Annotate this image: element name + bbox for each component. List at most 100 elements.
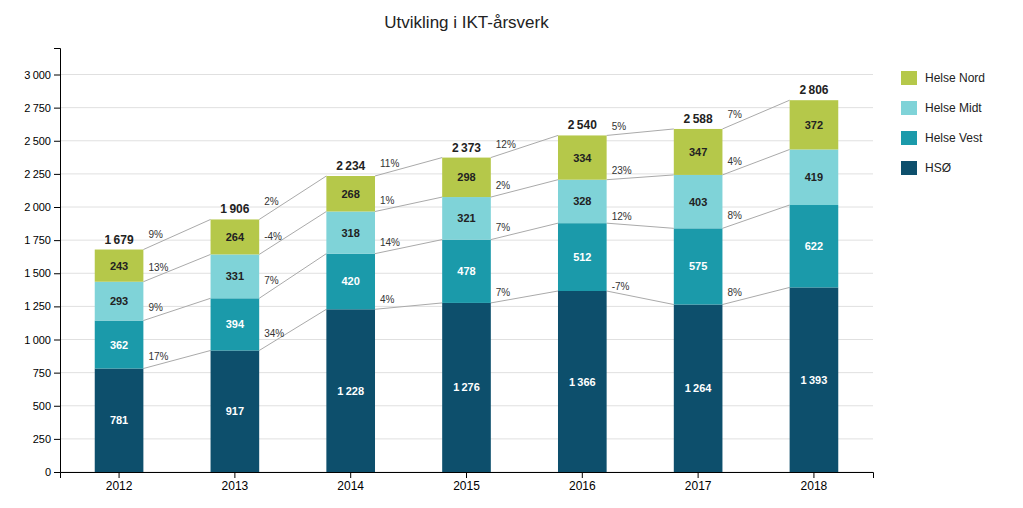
labels: 7819171 2281 2761 3661 2641 393362394420… [105, 83, 829, 426]
data-label: 334 [573, 152, 592, 164]
bar [442, 158, 491, 197]
legend-item: Helse Vest [901, 131, 983, 145]
data-label: 420 [342, 275, 360, 287]
plot: 02505007501 0001 2501 5001 7502 0002 250… [24, 49, 873, 493]
bar [442, 240, 491, 303]
tick-label: 2017 [685, 479, 712, 493]
change-label: 17% [148, 351, 168, 362]
change-label: 1% [380, 195, 395, 206]
bar [95, 369, 144, 472]
data-label: 362 [110, 339, 128, 351]
tick-label: 500 [33, 400, 51, 412]
tick: 2015 [453, 472, 480, 493]
tick-mark [813, 472, 814, 478]
tick-label: 250 [33, 433, 51, 445]
change-label: -4% [264, 231, 282, 242]
legend-label: HSØ [925, 161, 951, 175]
data-label: 419 [805, 171, 823, 183]
data-label: 243 [110, 260, 128, 272]
tick-mark [54, 472, 60, 473]
tick-label: 2 500 [24, 135, 51, 147]
series [95, 149, 839, 320]
bar [211, 350, 260, 472]
tick: 0 [45, 466, 60, 478]
change-label: 7% [727, 109, 742, 120]
connector-line [375, 158, 442, 176]
tick-mark [234, 472, 235, 478]
change-label: 2% [496, 180, 511, 191]
bar [674, 305, 723, 472]
chart: 02505007501 0001 2501 5001 7502 0002 250… [0, 0, 1023, 508]
data-label: 403 [689, 196, 707, 208]
data-label: 372 [805, 119, 823, 131]
change-label: 7% [496, 287, 511, 298]
grid-line [60, 107, 873, 108]
tick-mark [698, 472, 699, 478]
tick: 1 250 [24, 300, 60, 312]
tick-label: 2 750 [24, 102, 51, 114]
tick-label: 1 500 [24, 267, 51, 279]
tick-label: 1 750 [24, 234, 51, 246]
total-label: 2 234 [336, 159, 365, 173]
connector-line [143, 350, 210, 368]
tick-label: 3 000 [24, 69, 51, 81]
bar [558, 291, 607, 472]
change-label: 14% [380, 237, 400, 248]
tick-label: 2012 [106, 479, 133, 493]
connector-line [491, 180, 558, 197]
bar [326, 254, 375, 310]
tick: 2 500 [24, 135, 60, 147]
change-label: 9% [148, 229, 163, 240]
tick-mark [54, 75, 60, 76]
tick-mark [54, 439, 60, 440]
total-label: 1 679 [105, 233, 134, 247]
data-label: 347 [689, 146, 707, 158]
legend-swatch [901, 131, 917, 145]
tick: 2 750 [24, 102, 60, 114]
legend-item: HSØ [901, 161, 951, 175]
data-label: 512 [573, 251, 591, 263]
bar [95, 282, 144, 321]
data-label: 264 [226, 231, 245, 243]
change-label: 4% [380, 294, 395, 305]
data-label: 622 [805, 240, 823, 252]
connector-line [143, 298, 210, 320]
connector-line [259, 176, 326, 219]
bar [211, 254, 260, 298]
data-label: 321 [457, 212, 475, 224]
connector-line [259, 309, 326, 350]
tick: 2013 [222, 472, 249, 493]
title: Utvikling i IKT-årsverk [384, 13, 549, 32]
grid [60, 75, 873, 473]
tick: 2012 [106, 472, 133, 493]
change-label: 12% [612, 211, 632, 222]
change-label: 5% [612, 121, 627, 132]
bar [326, 176, 375, 212]
total-label: 1 906 [220, 202, 249, 216]
change-label: 11% [380, 158, 399, 169]
tick-label: 2013 [222, 479, 249, 493]
tick-mark [54, 306, 60, 307]
bar [326, 309, 375, 472]
data-label: 331 [226, 270, 244, 282]
data-label: 1 366 [569, 376, 596, 388]
data-label: 478 [457, 265, 475, 277]
change-label: 4% [727, 156, 742, 167]
connector-line [607, 223, 674, 228]
tick-mark [582, 472, 583, 478]
data-label: 268 [342, 188, 360, 200]
connector-line [491, 135, 558, 157]
data-label: 917 [226, 405, 244, 417]
data-label: 575 [689, 260, 707, 272]
series [95, 287, 839, 472]
tick-mark [54, 108, 60, 109]
bar [790, 100, 839, 149]
tick-mark [119, 472, 120, 478]
tick: 1 000 [24, 334, 60, 346]
tick-mark [466, 472, 467, 478]
bar [790, 205, 839, 287]
tick-label: 1 000 [24, 334, 51, 346]
tick-mark [54, 174, 60, 175]
tick: 2 000 [24, 201, 60, 213]
tick-label: 2014 [337, 479, 364, 493]
